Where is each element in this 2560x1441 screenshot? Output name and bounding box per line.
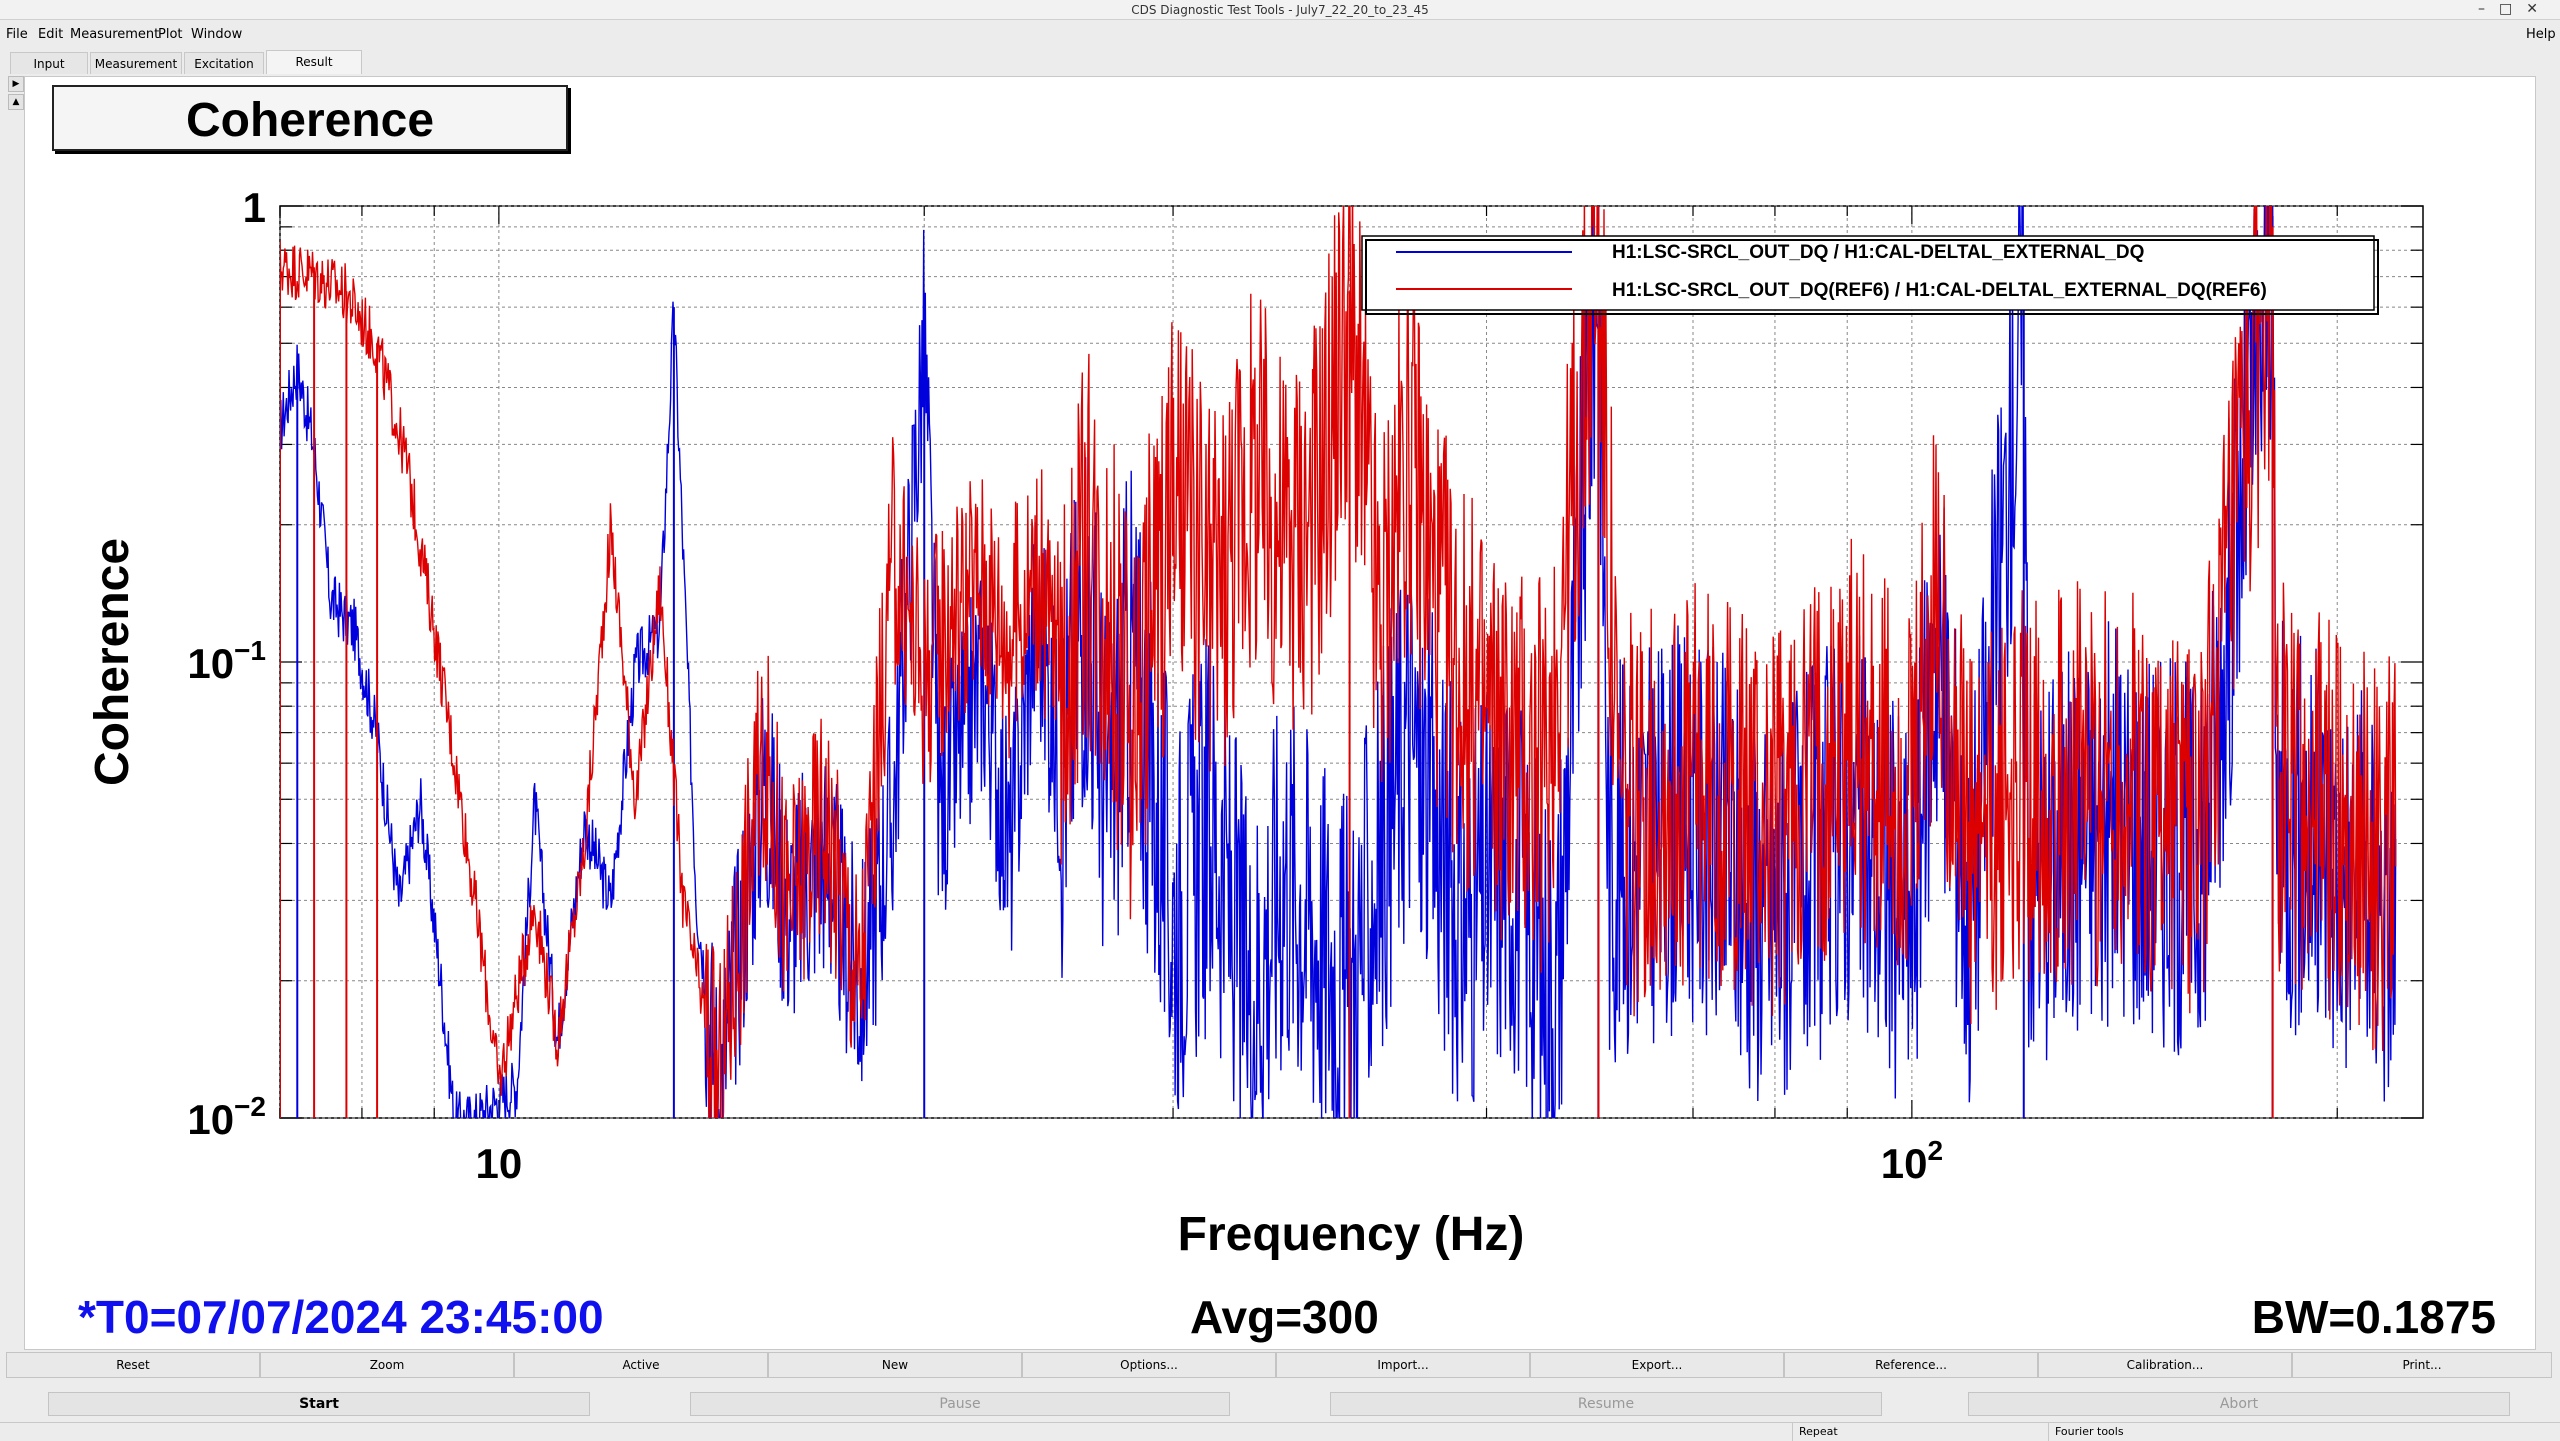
y-tick-label-2: 10−2 (187, 1091, 266, 1143)
scroll-up-icon[interactable]: ▲ (8, 94, 24, 110)
y-tick-label-1: 10−1 (187, 635, 266, 687)
reference-button[interactable]: Reference... (1784, 1352, 2038, 1378)
tab-bar: Input Measurement Excitation Result (0, 50, 2560, 74)
menu-edit[interactable]: Edit (38, 27, 64, 42)
menu-window[interactable]: Window (191, 27, 243, 42)
y-tick-label-0: 1 (243, 184, 266, 231)
start-time-readout: *T0=07/07/2024 23:45:00 (78, 1291, 604, 1343)
menu-measurement[interactable]: Measurement (70, 27, 160, 42)
series-line-1 (280, 206, 2397, 1118)
active-button[interactable]: Active (514, 1352, 768, 1378)
y-axis-label: Coherence (86, 538, 139, 786)
menu-file[interactable]: File (6, 27, 28, 42)
tab-excitation[interactable]: Excitation (184, 52, 264, 74)
maximize-icon[interactable]: □ (2499, 1, 2527, 17)
status-mode: Fourier tools (2048, 1423, 2560, 1441)
close-icon[interactable]: ✕ (2526, 1, 2552, 17)
scroll-arrows: ▶ ▲ (8, 76, 24, 112)
zoom-button[interactable]: Zoom (260, 1352, 514, 1378)
menu-plot[interactable]: Plot (158, 27, 183, 42)
tab-result[interactable]: Result (266, 50, 362, 74)
legend-shadow (1365, 239, 2379, 315)
run-controls: Start Pause Resume Abort (0, 1388, 2560, 1418)
x-axis-label: Frequency (Hz) (1178, 1208, 1525, 1261)
window-titlebar: CDS Diagnostic Test Tools - July7_22_20_… (0, 0, 2560, 20)
minimize-icon[interactable]: – (2478, 1, 2500, 17)
average-count-readout: Avg=300 (1190, 1291, 1379, 1343)
resume-button[interactable]: Resume (1330, 1392, 1882, 1416)
pause-button[interactable]: Pause (690, 1392, 1230, 1416)
legend-entry-red: H1:LSC-SRCL_OUT_DQ(REF6) / H1:CAL-DELTAL… (1612, 280, 2267, 301)
calibration-button[interactable]: Calibration... (2038, 1352, 2292, 1378)
window-title: CDS Diagnostic Test Tools - July7_22_20_… (1131, 3, 1429, 17)
scroll-right-icon[interactable]: ▶ (8, 76, 24, 92)
start-button[interactable]: Start (48, 1392, 590, 1416)
legend[interactable]: H1:LSC-SRCL_OUT_DQ / H1:CAL-DELTAL_EXTER… (1361, 235, 2379, 315)
x-tick-label-1: 102 (1881, 1135, 1943, 1187)
plot-title: Coherence (185, 94, 435, 147)
export-button[interactable]: Export... (1530, 1352, 1784, 1378)
legend-box (1361, 235, 2375, 311)
tick-labels: 10 102 1 10−1 10−2 (187, 184, 1943, 1187)
new-button[interactable]: New (768, 1352, 1022, 1378)
bandwidth-readout: BW=0.1875 (2251, 1291, 2496, 1343)
tab-input[interactable]: Input (10, 52, 88, 74)
plot-title-box: Coherence (52, 85, 568, 151)
window-controls: –□✕ (2478, 1, 2552, 17)
print-button[interactable]: Print... (2292, 1352, 2552, 1378)
plot-toolbar: Reset Zoom Active New Options... Import.… (6, 1352, 2554, 1378)
menubar: File Edit Measurement Plot Window Help (0, 22, 2560, 46)
import-button[interactable]: Import... (1276, 1352, 1530, 1378)
status-bar: Repeat Fourier tools (0, 1422, 2560, 1441)
menu-help[interactable]: Help (2526, 27, 2556, 42)
legend-entry-blue: H1:LSC-SRCL_OUT_DQ / H1:CAL-DELTAL_EXTER… (1612, 242, 2144, 263)
x-tick-label-0: 10 (476, 1140, 523, 1187)
reset-button[interactable]: Reset (6, 1352, 260, 1378)
status-repeat: Repeat (1792, 1423, 2048, 1441)
options-button[interactable]: Options... (1022, 1352, 1276, 1378)
abort-button[interactable]: Abort (1968, 1392, 2510, 1416)
series-layer (280, 206, 2397, 1118)
tab-measurement[interactable]: Measurement (90, 52, 182, 74)
